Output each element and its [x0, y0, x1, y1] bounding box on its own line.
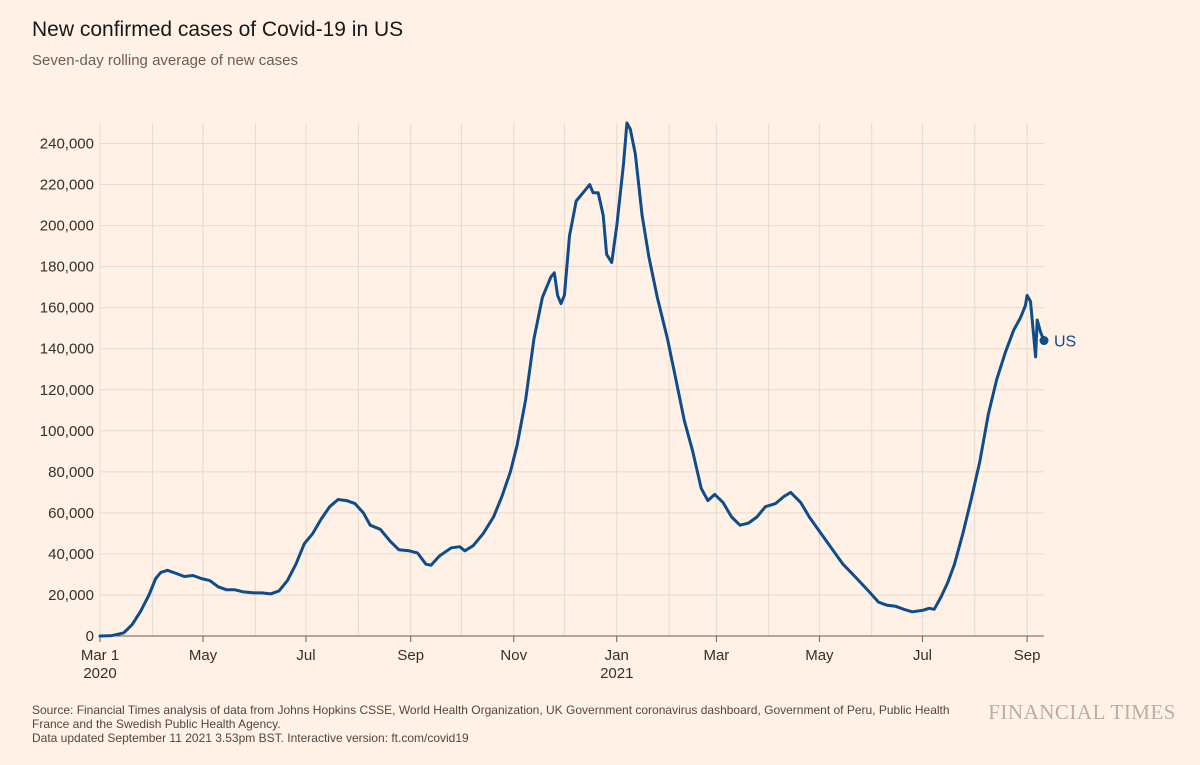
y-tick-label: 160,000	[40, 300, 94, 317]
x-tick-label: Mar	[703, 647, 729, 664]
y-tick-label: 220,000	[40, 177, 94, 194]
y-tick-label: 240,000	[40, 136, 94, 153]
financial-times-logo: FINANCIAL TIMES	[988, 700, 1176, 724]
x-tick-label: Nov	[500, 647, 527, 664]
axes: 0 20,000 40,000 60,000 80,000 100,000 120,000 1…	[40, 136, 1044, 682]
y-tick-label: 60,000	[48, 505, 94, 522]
y-tick-label: 100,000	[40, 423, 94, 440]
data-updated-line: Data updated September 11 2021 3.53pm BS…	[32, 731, 469, 745]
source-line: Source: Financial Times analysis of data…	[32, 703, 950, 731]
y-tick-label: 80,000	[48, 464, 94, 481]
x-tick-year-label: 2021	[600, 665, 633, 682]
x-tick-year-label: 2020	[83, 665, 116, 682]
x-tick-label: Jul	[913, 647, 932, 664]
y-tick-label: 20,000	[48, 587, 94, 604]
x-tick-label: Jul	[296, 647, 315, 664]
chart-title: New confirmed cases of Covid-19 in US	[32, 18, 404, 41]
series-line-us	[98, 121, 1046, 638]
series-end-marker	[1039, 336, 1049, 346]
x-tick-label: May	[189, 647, 218, 664]
y-tick-label: 140,000	[40, 341, 94, 358]
x-tick-label: May	[805, 647, 834, 664]
y-tick-label: 40,000	[48, 546, 94, 563]
line-chart: 0 20,000 40,000 60,000 80,000 100,000 120,000 1…	[40, 121, 1076, 682]
chart-subtitle: Seven-day rolling average of new cases	[32, 52, 298, 69]
x-tick-label: Jan	[605, 647, 629, 664]
source-note: Source: Financial Times analysis of data…	[32, 703, 982, 745]
series-end-label: US	[1054, 334, 1076, 351]
y-tick-label: 120,000	[40, 382, 94, 399]
series-layer: US	[98, 121, 1076, 638]
x-tick-label: Sep	[1014, 647, 1041, 664]
y-tick-label: 200,000	[40, 218, 94, 235]
y-tick-label: 0	[86, 628, 94, 645]
y-tick-label: 180,000	[40, 259, 94, 276]
x-tick-label: Mar 1	[81, 647, 119, 664]
gridlines	[99, 123, 1044, 636]
x-tick-label: Sep	[397, 647, 424, 664]
